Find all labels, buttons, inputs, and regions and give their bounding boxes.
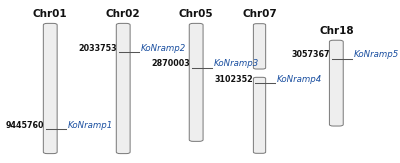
Text: Chr01: Chr01	[33, 9, 68, 19]
Text: 3057367: 3057367	[292, 50, 330, 59]
Text: Chr02: Chr02	[106, 9, 140, 19]
Text: 2870003: 2870003	[151, 59, 190, 68]
Text: KoNramp2: KoNramp2	[141, 44, 186, 53]
FancyBboxPatch shape	[43, 23, 57, 154]
FancyBboxPatch shape	[253, 77, 266, 153]
FancyBboxPatch shape	[253, 24, 266, 69]
FancyBboxPatch shape	[330, 40, 343, 126]
Text: KoNramp3: KoNramp3	[214, 59, 259, 68]
FancyBboxPatch shape	[116, 23, 130, 154]
Text: Chr07: Chr07	[242, 9, 277, 19]
Text: Chr18: Chr18	[319, 26, 354, 36]
Text: KoNramp4: KoNramp4	[277, 75, 322, 84]
Text: 2033753: 2033753	[78, 44, 117, 53]
Text: 3102352: 3102352	[215, 75, 253, 84]
Text: Chr05: Chr05	[179, 9, 214, 19]
Text: KoNramp5: KoNramp5	[354, 50, 399, 59]
Text: 9445760: 9445760	[6, 121, 44, 130]
Text: KoNramp1: KoNramp1	[68, 121, 113, 130]
FancyBboxPatch shape	[189, 23, 203, 141]
